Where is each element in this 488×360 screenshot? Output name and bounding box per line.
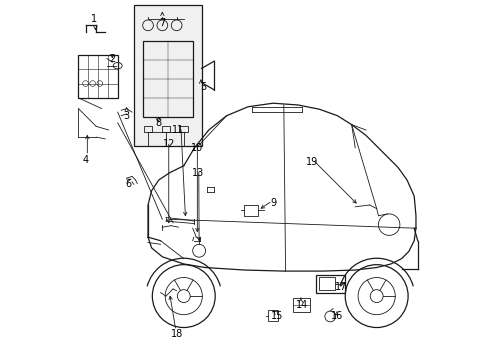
Text: 7: 7 — [159, 18, 165, 28]
Text: 2: 2 — [109, 54, 115, 64]
Text: 8: 8 — [155, 118, 161, 128]
Text: 5: 5 — [200, 82, 206, 92]
Bar — [292, 298, 309, 312]
Text: 17: 17 — [334, 282, 346, 292]
Text: 16: 16 — [330, 311, 343, 321]
Text: 13: 13 — [192, 168, 204, 178]
Bar — [315, 275, 344, 293]
Text: 9: 9 — [269, 198, 276, 208]
Text: 19: 19 — [305, 157, 318, 167]
Text: 12: 12 — [163, 139, 175, 149]
Text: 11: 11 — [172, 125, 184, 135]
Text: 3: 3 — [123, 111, 129, 121]
Bar — [78, 55, 118, 98]
Bar — [142, 41, 192, 117]
Text: 6: 6 — [125, 179, 131, 189]
Bar — [244, 205, 258, 216]
Bar — [318, 277, 334, 290]
Bar — [143, 126, 152, 132]
Bar — [162, 126, 170, 132]
Text: 4: 4 — [82, 156, 88, 165]
Text: 14: 14 — [295, 300, 307, 310]
Text: 1: 1 — [91, 14, 97, 24]
Text: 15: 15 — [270, 311, 282, 321]
Bar — [134, 5, 201, 146]
Bar — [179, 126, 188, 132]
Text: 10: 10 — [191, 143, 203, 153]
Text: 18: 18 — [170, 329, 183, 339]
Bar — [267, 310, 278, 321]
